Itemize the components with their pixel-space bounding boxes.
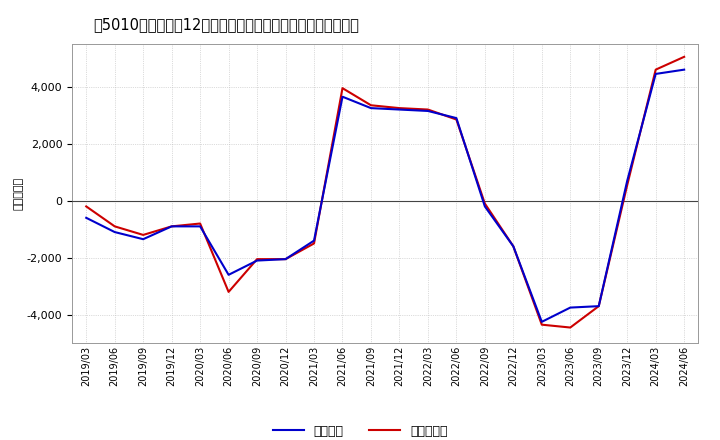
当期純利益 xyxy=(167,224,176,229)
経常利益 xyxy=(110,229,119,235)
経常利益 xyxy=(623,178,631,183)
経常利益 xyxy=(509,244,518,249)
当期純利益 xyxy=(82,204,91,209)
当期純利益 xyxy=(253,257,261,262)
当期純利益 xyxy=(480,201,489,206)
Y-axis label: （百万円）: （百万円） xyxy=(14,177,24,210)
経常利益 xyxy=(566,305,575,310)
当期純利益 xyxy=(338,85,347,91)
経常利益 xyxy=(366,106,375,111)
当期純利益 xyxy=(196,221,204,226)
経常利益 xyxy=(139,237,148,242)
当期純利益 xyxy=(623,183,631,188)
当期純利益 xyxy=(652,67,660,72)
経常利益 xyxy=(452,115,461,121)
経常利益 xyxy=(480,204,489,209)
当期純利益 xyxy=(452,117,461,122)
経常利益 xyxy=(310,238,318,243)
当期純利益 xyxy=(509,244,518,249)
当期純利益 xyxy=(110,224,119,229)
経常利益 xyxy=(423,108,432,114)
Line: 経常利益: 経常利益 xyxy=(86,70,684,322)
当期純利益 xyxy=(537,322,546,327)
経常利益 xyxy=(282,257,290,262)
当期純利益 xyxy=(310,241,318,246)
当期純利益 xyxy=(225,289,233,294)
当期純利益 xyxy=(366,103,375,108)
Line: 当期純利益: 当期純利益 xyxy=(86,57,684,327)
当期純利益 xyxy=(566,325,575,330)
経常利益 xyxy=(338,94,347,99)
Text: ［5010］　利益の12か月移動合計の対前年同期増減額の推移: ［5010］ 利益の12か月移動合計の対前年同期増減額の推移 xyxy=(94,18,359,33)
当期純利益 xyxy=(395,106,404,111)
経常利益 xyxy=(225,272,233,278)
当期純利益 xyxy=(595,304,603,309)
経常利益 xyxy=(680,67,688,72)
経常利益 xyxy=(537,319,546,324)
当期純利益 xyxy=(423,107,432,112)
経常利益 xyxy=(652,71,660,77)
経常利益 xyxy=(595,304,603,309)
Legend: 経常利益, 当期純利益: 経常利益, 当期純利益 xyxy=(268,420,452,440)
経常利益 xyxy=(196,224,204,229)
経常利益 xyxy=(253,258,261,263)
当期純利益 xyxy=(282,257,290,262)
当期純利益 xyxy=(139,232,148,238)
経常利益 xyxy=(395,107,404,112)
経常利益 xyxy=(167,224,176,229)
経常利益 xyxy=(82,215,91,220)
当期純利益 xyxy=(680,54,688,59)
